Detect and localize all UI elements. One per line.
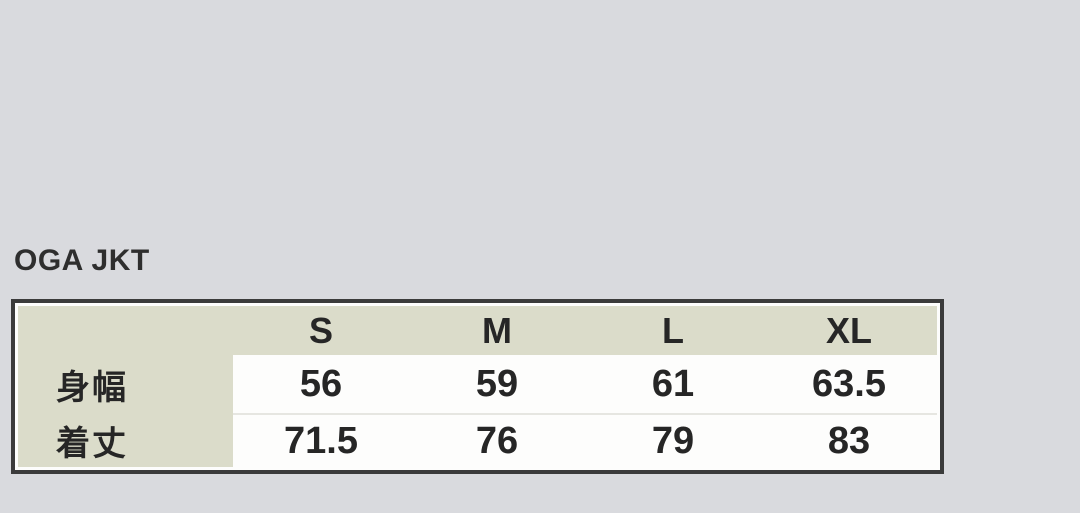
value-body-length-xl: 83	[761, 413, 937, 467]
value-body-length-s: 71.5	[233, 413, 409, 467]
column-header-xl: XL	[761, 306, 937, 355]
column-header-m: M	[409, 306, 585, 355]
size-chart-table: S M L XL 身幅 56 59 61 63.5 着丈 71.5 76 79 …	[11, 299, 944, 474]
column-header-s: S	[233, 306, 409, 355]
value-body-width-xl: 63.5	[761, 355, 937, 413]
value-body-width-m: 59	[409, 355, 585, 413]
column-header-l: L	[585, 306, 761, 355]
value-body-width-s: 56	[233, 355, 409, 413]
row-label-body-length: 着丈	[18, 413, 233, 467]
value-body-length-l: 79	[585, 413, 761, 467]
size-chart-grid: S M L XL 身幅 56 59 61 63.5 着丈 71.5 76 79 …	[18, 306, 937, 467]
chart-title: OGA JKT	[14, 244, 150, 277]
value-body-length-m: 76	[409, 413, 585, 467]
value-body-width-l: 61	[585, 355, 761, 413]
corner-cell	[18, 306, 233, 355]
row-label-body-width: 身幅	[18, 355, 233, 413]
